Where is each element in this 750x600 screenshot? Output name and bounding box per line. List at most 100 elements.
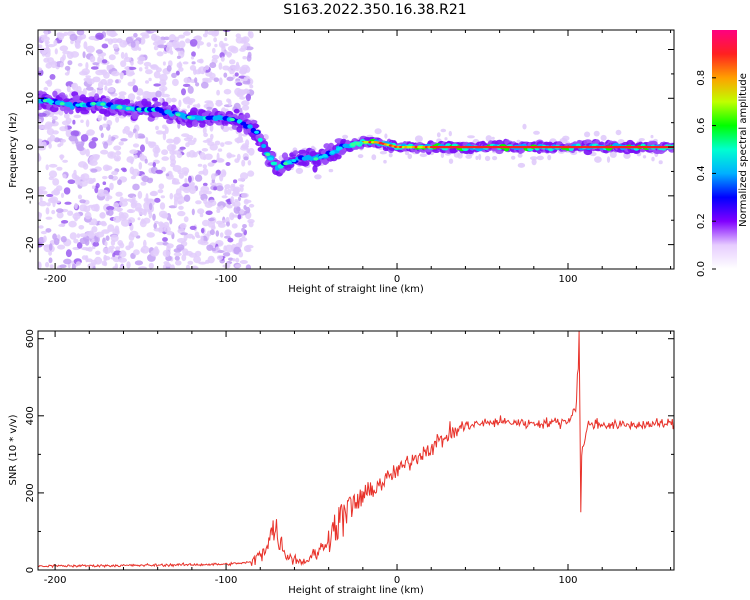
spectrogram-noise-cell xyxy=(120,138,128,142)
spectrogram-noise-cell xyxy=(101,69,108,76)
spectrogram-noise-cell xyxy=(179,146,186,150)
spectrogram-noise-cell xyxy=(73,238,79,244)
spectrogram-noise-cell xyxy=(222,171,227,176)
spectrogram-noise-cell xyxy=(65,117,72,124)
spectrogram-noise-cell xyxy=(234,64,241,72)
spectrogram-noise-cell xyxy=(606,156,611,163)
spectrogram-noise-cell xyxy=(248,147,255,156)
spectrogram-noise-cell xyxy=(239,260,248,264)
spectrogram-noise-cell xyxy=(171,144,177,151)
spectrogram-noise-cell xyxy=(150,250,159,257)
spectrogram-noise-cell xyxy=(202,126,207,135)
spectrogram-noise-cell xyxy=(183,31,191,36)
spectrogram-noise-cell xyxy=(40,36,50,42)
spectrogram-noise-cell xyxy=(61,220,69,224)
spectrogram-noise-cell xyxy=(117,179,122,186)
spectrogram-noise-cell xyxy=(64,72,70,76)
spectrogram-noise-cell xyxy=(65,249,72,258)
spectrogram-noise-cell xyxy=(100,132,104,138)
spectrogram-noise-cell xyxy=(158,183,165,190)
spectrogram-noise-cell xyxy=(181,167,190,175)
spectrogram-noise-cell xyxy=(60,236,67,243)
spectrogram-noise-cell xyxy=(85,148,90,157)
spectrogram-noise-cell xyxy=(47,44,56,48)
spectrogram-noise-cell xyxy=(137,190,143,199)
spectrogram-noise-cell xyxy=(85,86,94,91)
spectrogram-noise-cell xyxy=(102,175,108,180)
spectrogram-noise-cell xyxy=(176,55,181,60)
spectrogram-noise-cell xyxy=(239,96,246,100)
spectrogram-ridge-peak xyxy=(265,152,271,157)
spectrogram-xtick-label: -100 xyxy=(215,274,238,285)
spectrogram-noise-cell xyxy=(138,266,147,269)
spectrogram-noise-cell xyxy=(238,251,244,258)
spectrogram-noise-cell xyxy=(74,138,79,145)
spectrogram-noise-cell xyxy=(38,186,47,191)
spectrogram-noise-cell xyxy=(239,184,245,188)
spectrogram-noise-cell xyxy=(133,154,138,159)
spectrogram-noise-cell xyxy=(118,91,127,96)
spectrogram-noise-cell xyxy=(248,203,255,208)
spectrogram-noise-cell xyxy=(173,252,182,257)
spectrogram-noise-cell xyxy=(233,200,241,208)
spectrogram-noise-cell xyxy=(112,266,118,269)
spectrogram-noise-cell xyxy=(227,154,236,158)
spectrogram-noise-cell xyxy=(105,235,110,241)
spectrogram-noise-cell xyxy=(45,62,52,69)
spectrogram-noise-cell xyxy=(124,52,128,60)
spectrogram-noise-cell xyxy=(162,61,166,66)
spectrogram-noise-cell xyxy=(115,116,120,123)
spectrogram-noise-cell xyxy=(110,239,116,246)
spectrogram-noise-cell xyxy=(229,59,236,65)
spectrogram-noise-cell xyxy=(157,44,167,49)
spectrogram-ridge-cell xyxy=(292,150,299,155)
spectrogram-noise-cell xyxy=(83,41,88,50)
spectrogram-ridge-peak xyxy=(59,102,65,106)
spectrogram-noise-cell xyxy=(132,183,140,191)
spectrogram-noise-cell xyxy=(638,138,645,142)
spectrogram-ridge-cell xyxy=(322,159,328,166)
spectrogram-noise-cell xyxy=(225,230,231,237)
spectrogram-ridge-peak xyxy=(318,155,324,159)
spectrogram-noise-cell xyxy=(204,65,210,70)
spectrogram-noise-cell xyxy=(224,184,231,190)
spectrogram-noise-cell xyxy=(172,78,179,87)
spectrogram-noise-cell xyxy=(178,172,184,179)
spectrogram-ridge-cell xyxy=(301,159,310,167)
spectrogram-noise-cell xyxy=(59,62,64,68)
spectrogram-noise-cell xyxy=(615,129,622,136)
spectrogram-noise-cell xyxy=(223,88,232,95)
spectrogram-noise-cell xyxy=(38,261,42,269)
spectrogram-ridge-cell xyxy=(264,146,272,152)
spectrogram-noise-cell xyxy=(105,197,110,202)
spectrogram-noise-cell xyxy=(103,254,108,262)
spectrogram-noise-cell xyxy=(165,266,171,269)
spectrogram-noise-cell xyxy=(414,135,423,143)
spectrogram-noise-cell xyxy=(89,155,98,163)
spectrogram-ridge-core xyxy=(261,143,267,149)
spectrogram-noise-cell xyxy=(153,83,161,87)
spectrogram-noise-cell xyxy=(59,264,67,269)
spectrogram-noise-cell xyxy=(379,151,387,155)
colorbar-tick-label: 0.0 xyxy=(696,261,707,277)
spectrogram-noise-cell xyxy=(95,49,103,54)
spectrogram-noise-cell xyxy=(192,104,201,108)
spectrogram-noise-cell xyxy=(173,136,181,144)
spectrogram-ridge-peak xyxy=(355,141,361,145)
spectrogram-noise-cell xyxy=(187,139,196,146)
spectrogram-noise-cell xyxy=(219,232,224,238)
spectrogram-noise-cell xyxy=(130,41,136,48)
spectrogram-noise-cell xyxy=(419,153,428,158)
spectrogram-noise-cell xyxy=(188,175,192,183)
spectrogram-noise-cell xyxy=(127,93,136,101)
spectrogram-noise-cell xyxy=(85,61,89,70)
spectrogram-noise-cell xyxy=(63,258,72,265)
spectrogram-noise-cell xyxy=(182,183,190,188)
spectrogram-noise-cell xyxy=(208,217,215,222)
spectrogram-noise-cell xyxy=(194,77,198,84)
snr-panel: -200 -100 0 100 0 200 400 600 Height of straigh… xyxy=(8,329,675,596)
spectrogram-noise-cell xyxy=(171,181,181,185)
spectrogram-noise-cell xyxy=(127,66,137,70)
spectrogram-noise-cell xyxy=(214,43,218,48)
spectrogram-frame xyxy=(37,29,675,270)
